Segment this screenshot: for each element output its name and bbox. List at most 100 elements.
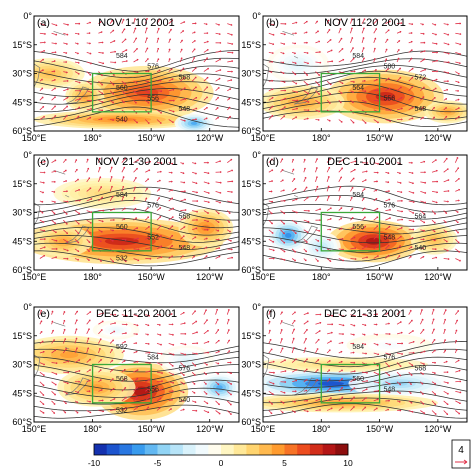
colorbar-segment — [233, 444, 247, 455]
wind-vector — [303, 71, 308, 76]
wind-vector-head — [110, 166, 113, 169]
wind-vector-head — [172, 207, 175, 210]
wind-vector-head — [63, 319, 66, 322]
wind-vector — [74, 370, 81, 373]
wind-vector-head — [159, 207, 162, 209]
wind-vector-head — [124, 157, 127, 160]
wind-vector-head — [160, 90, 163, 93]
wind-vector-head — [136, 324, 139, 327]
wind-vector — [326, 349, 331, 354]
wind-vector — [385, 235, 390, 240]
wind-vector — [268, 229, 274, 234]
wind-vector-head — [101, 220, 104, 223]
wind-vector-head — [218, 412, 221, 415]
wind-vector — [338, 369, 343, 373]
wind-vector — [86, 187, 92, 192]
wind-vector — [443, 400, 449, 405]
wind-vector-head — [318, 74, 321, 76]
wind-vector-head — [196, 210, 199, 213]
wind-vector-head — [353, 387, 356, 390]
wind-vector-head — [375, 323, 378, 326]
wind-vector-head — [134, 207, 137, 210]
wind-vector — [455, 107, 460, 111]
wind-vector-head — [219, 160, 222, 163]
wind-vector — [397, 219, 403, 221]
wind-vector-head — [171, 197, 174, 200]
wind-vector-head — [205, 309, 207, 311]
wind-vector — [443, 410, 449, 415]
wind-vector-head — [447, 33, 450, 36]
wind-vector-head — [54, 96, 56, 99]
wind-vector — [396, 235, 402, 240]
lat-tick-label: 15°S — [241, 40, 261, 50]
wind-vector — [454, 329, 458, 334]
wind-vector — [133, 377, 139, 383]
wind-vector — [443, 339, 446, 344]
wind-vector-head — [171, 162, 174, 165]
lat-tick-label: 30°S — [241, 69, 261, 79]
wind-vector-head — [171, 323, 174, 326]
wind-vector — [268, 371, 275, 374]
wind-vector-head — [90, 107, 93, 110]
wind-vector-head — [400, 227, 403, 229]
wind-vector — [156, 37, 159, 43]
wind-vector-head — [78, 380, 80, 383]
wind-vector — [315, 80, 320, 86]
wind-vector — [145, 314, 150, 317]
wind-vector — [227, 400, 232, 406]
wind-vector-head — [147, 122, 150, 124]
wind-vector-head — [271, 114, 274, 117]
wind-vector — [63, 238, 69, 243]
wind-vector — [268, 200, 273, 203]
wind-vector — [303, 186, 308, 192]
wind-vector-head — [435, 248, 437, 251]
wind-vector — [109, 100, 114, 104]
wind-vector — [121, 368, 126, 373]
wind-vector — [98, 99, 104, 103]
wind-vector-head — [432, 318, 435, 321]
wind-vector — [203, 362, 208, 366]
wind-vector — [168, 225, 174, 231]
anomaly-shading — [94, 190, 111, 196]
wind-vector-head — [352, 91, 354, 93]
wind-vector-head — [318, 83, 320, 86]
wind-vector-head — [436, 191, 438, 194]
wind-vector — [215, 23, 220, 26]
wind-vector-head — [218, 247, 221, 250]
wind-vector-head — [160, 111, 163, 114]
contour-line — [34, 99, 239, 120]
wind-vector — [291, 71, 297, 76]
wind-vector — [192, 191, 198, 193]
wind-vector — [291, 311, 296, 315]
lon-tick-label: 180° — [312, 424, 331, 434]
wind-vector — [168, 119, 174, 123]
wind-vector — [74, 337, 78, 344]
wind-vector-head — [411, 364, 414, 367]
wind-vector — [431, 60, 438, 63]
wind-vector — [303, 347, 307, 354]
wind-vector — [98, 80, 103, 86]
wind-vector-head — [217, 116, 219, 119]
wind-vector-head — [354, 160, 357, 163]
wind-vector-head — [424, 68, 427, 71]
wind-vector — [39, 116, 45, 120]
wind-vector-head — [194, 310, 196, 313]
wind-vector — [268, 23, 275, 26]
wind-vector-head — [446, 403, 449, 406]
wind-vector — [191, 371, 196, 376]
wind-vector — [215, 381, 220, 386]
wind-vector — [98, 176, 101, 182]
wind-vector — [63, 248, 69, 252]
wind-vector-head — [76, 310, 78, 313]
wind-vector-head — [195, 118, 197, 121]
wind-vector-head — [231, 51, 234, 54]
wind-vector-head — [376, 313, 378, 316]
wind-vector-head — [136, 227, 139, 230]
wind-vector — [203, 57, 208, 63]
wind-vector-head — [193, 245, 196, 248]
wind-vector — [133, 71, 139, 74]
wind-vector-head — [43, 255, 46, 257]
wind-vector — [291, 337, 295, 344]
wind-vector-head — [216, 107, 219, 109]
